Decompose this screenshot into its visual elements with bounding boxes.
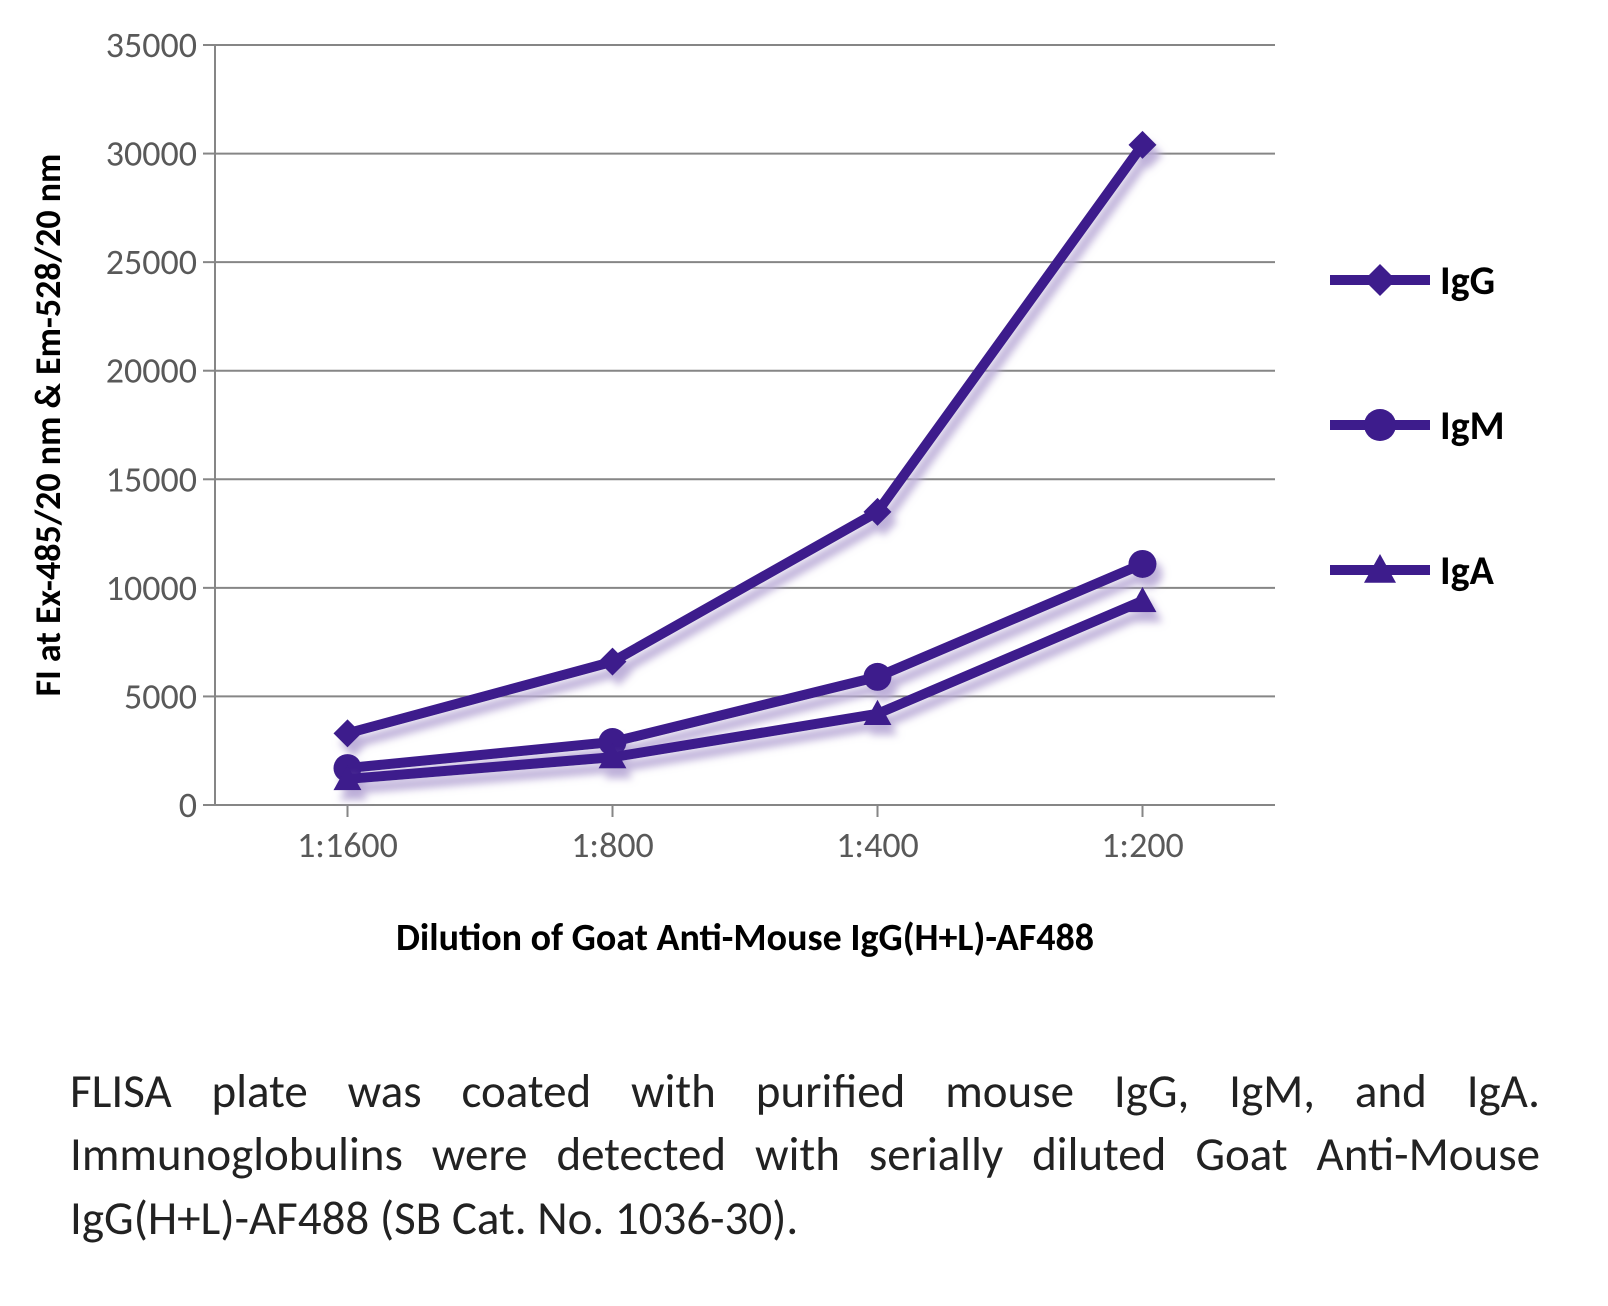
y-tick-label: 30000 [106,132,197,176]
page-root: 0 5000 10000 15000 20000 25000 30000 35000 1:160… [0,0,1608,1306]
y-tick-label: 20000 [106,349,197,393]
legend-item-IgA: IgA [1330,546,1495,595]
legend-item-IgG: IgG [1330,256,1495,305]
y-tick-label: 25000 [106,240,197,284]
x-axis-title: Dilution of Goat Anti-Mouse IgG(H+L)-AF4… [396,915,1094,961]
x-tick-label: 1:200 [1101,823,1184,867]
y-tick-label: 15000 [106,457,197,501]
y-tick-label: 35000 [106,23,197,67]
y-tick-label: 0 [179,783,197,827]
x-tick-label: 1:1600 [297,823,398,867]
legend-label: IgA [1440,546,1495,595]
y-tick-label: 10000 [106,566,197,610]
legend-label: IgG [1440,256,1495,305]
series-IgG [334,131,1157,747]
x-tick-label: 1:400 [836,823,919,867]
y-axis-title: FI at Ex-485/20 nm & Em-528/20 nm [26,154,70,697]
line-chart-svg: 0 5000 10000 15000 20000 25000 30000 35000 1:160… [0,0,1608,1050]
figure-caption: FLISA plate was coated with purified mou… [70,1060,1540,1250]
x-tick-label: 1:800 [571,823,654,867]
legend-label: IgM [1440,401,1505,450]
y-tick-label: 5000 [124,674,197,718]
chart-container: 0 5000 10000 15000 20000 25000 30000 35000 1:160… [0,0,1608,1050]
legend-item-IgM: IgM [1330,401,1505,450]
